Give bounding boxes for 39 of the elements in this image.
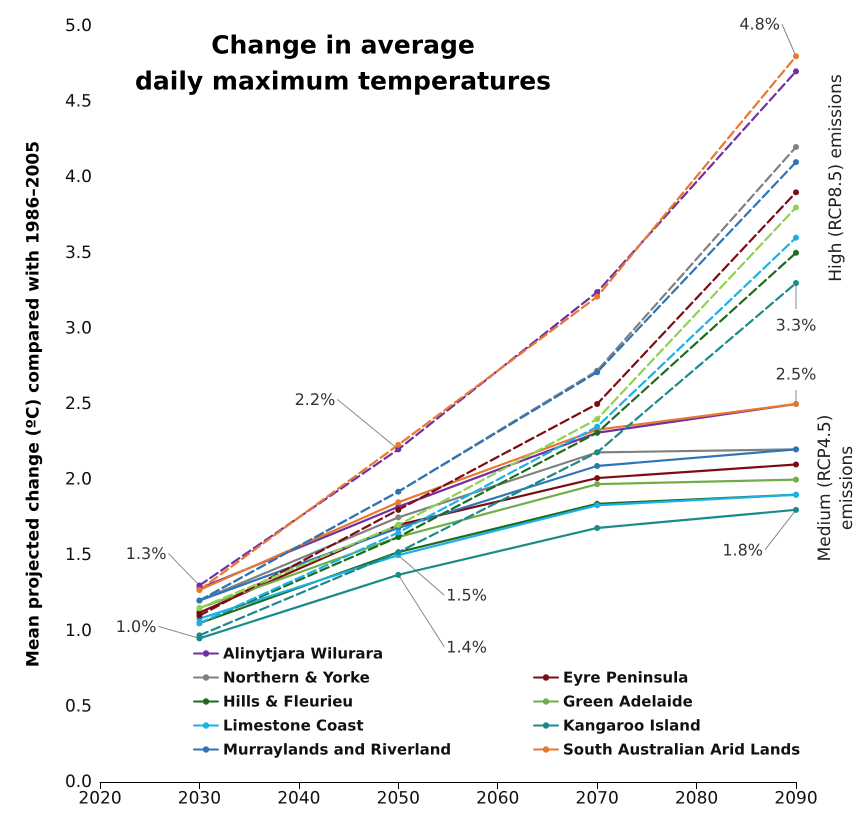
text: High (RCP8.5) emissions bbox=[826, 74, 846, 282]
annotation: 4.8% bbox=[739, 14, 780, 34]
y-axis-title: Mean projected change (ºC) compared with 1986–2005 bbox=[24, 140, 44, 668]
legend-label: Murraylands and Riverland bbox=[223, 740, 452, 758]
legend-label: Limestone Coast bbox=[223, 716, 364, 734]
text: Medium (RCP4.5) emissions bbox=[815, 414, 857, 562]
x-tick-label: 2070 bbox=[576, 788, 619, 808]
x-tick-label: 2030 bbox=[178, 788, 222, 808]
x-tick-label: 2080 bbox=[674, 788, 718, 808]
y-tick-label: 0.5 bbox=[64, 696, 92, 716]
annotation: 1.4% bbox=[446, 637, 487, 656]
legend-label: Northern & Yorke bbox=[223, 668, 370, 686]
x-tick-label: 2060 bbox=[476, 788, 520, 808]
legend-label: Green Adelaide bbox=[563, 692, 693, 710]
annotation: 2.5% bbox=[776, 364, 816, 384]
y-tick-label: 1.0 bbox=[64, 620, 92, 641]
legend-label: Kangaroo Island bbox=[563, 716, 701, 734]
y-tick-label: 2.5 bbox=[64, 394, 92, 414]
x-tick-label: 2090 bbox=[774, 788, 818, 808]
annotation: 3.3% bbox=[776, 316, 816, 335]
legend-label: South Australian Arid Lands bbox=[563, 740, 800, 758]
annotation: 2.2% bbox=[294, 390, 336, 409]
y-tick-label: 3.0 bbox=[64, 318, 92, 338]
y-tick-label: 2.0 bbox=[64, 470, 92, 490]
annotation: 1.0% bbox=[116, 616, 156, 636]
legend-label: Hills & Fleurieu bbox=[223, 692, 354, 710]
y-tick-label: 4.0 bbox=[64, 167, 92, 188]
annotation: 1.8% bbox=[722, 540, 763, 560]
y-tick-label: 5.0 bbox=[64, 16, 92, 36]
x-tick-label: 2040 bbox=[277, 788, 320, 808]
legend-label: Alinytjara Wilurara bbox=[223, 644, 384, 662]
x-tick-label: 2050 bbox=[376, 788, 420, 808]
y-tick-label: 3.5 bbox=[64, 242, 92, 263]
text: Change in average daily maximum temperatures bbox=[134, 30, 552, 96]
y-tick-label: 4.5 bbox=[64, 92, 92, 112]
annotation: 1.3% bbox=[126, 544, 166, 563]
legend-label: Eyre Peninsula bbox=[563, 668, 688, 686]
y-tick-label: 1.5 bbox=[64, 545, 92, 566]
annotation: 1.5% bbox=[446, 586, 487, 605]
